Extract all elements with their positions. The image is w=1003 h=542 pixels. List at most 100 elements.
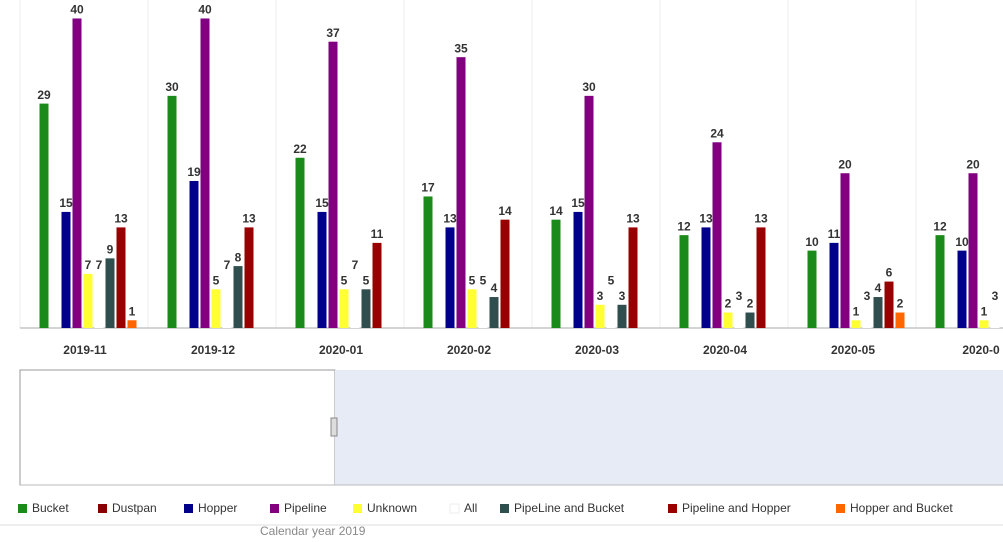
x-tick-label: 2020-02 (447, 343, 491, 357)
bar (233, 266, 243, 328)
legend-swatch[interactable] (98, 504, 107, 513)
data-label: 40 (198, 3, 212, 17)
bar (467, 289, 477, 328)
bar (990, 304, 1000, 328)
data-label: 13 (114, 212, 128, 226)
data-label: 10 (955, 235, 969, 249)
data-label: 14 (549, 204, 563, 218)
data-label: 22 (293, 142, 307, 156)
data-label: 20 (838, 157, 852, 171)
bar (884, 281, 894, 328)
data-label: 5 (363, 273, 370, 287)
data-label: 7 (96, 258, 103, 272)
bar (584, 95, 594, 328)
bar (807, 250, 817, 328)
legend-swatch[interactable] (836, 504, 845, 513)
data-label: 24 (710, 126, 724, 140)
bar (617, 304, 627, 328)
data-label: 13 (699, 212, 713, 226)
data-label: 30 (582, 80, 596, 94)
bar (606, 289, 616, 328)
legend-swatch[interactable] (500, 504, 509, 513)
data-label: 3 (864, 289, 871, 303)
data-label: 6 (886, 266, 893, 280)
bar (478, 289, 488, 328)
legend-swatch[interactable] (449, 503, 460, 514)
data-label: 5 (213, 273, 220, 287)
bar (211, 289, 221, 328)
bar (595, 304, 605, 328)
data-label: 20 (966, 157, 980, 171)
bar (189, 180, 199, 328)
navigator-handle[interactable] (330, 417, 338, 437)
bar (445, 227, 455, 328)
legend-swatch[interactable] (18, 504, 27, 513)
bar (895, 312, 905, 328)
data-label: 8 (235, 250, 242, 264)
data-label: 4 (875, 281, 882, 295)
bar (968, 173, 978, 328)
data-label: 3 (597, 289, 604, 303)
legend-label[interactable]: Pipeline and Hopper (682, 501, 791, 515)
legend-swatch[interactable] (353, 504, 362, 513)
bar (712, 142, 722, 328)
data-label: 30 (165, 80, 179, 94)
x-tick-label: 2019-11 (63, 343, 107, 357)
bar (167, 95, 177, 328)
bar (222, 273, 232, 328)
bar (94, 273, 104, 328)
bar (361, 289, 371, 328)
navigator-mask (335, 370, 1003, 485)
legend-label[interactable]: PipeLine and Bucket (514, 501, 625, 515)
x-tick-label: 2020-04 (703, 343, 747, 357)
bar (244, 227, 254, 328)
navigator-window[interactable] (19, 369, 336, 486)
data-label: 15 (571, 196, 585, 210)
data-label: 13 (242, 212, 256, 226)
data-label: 40 (70, 3, 84, 17)
x-tick-label: 2020-05 (831, 343, 875, 357)
footnote: Calendar year 2019 (260, 524, 366, 538)
legend-swatch[interactable] (184, 504, 193, 513)
bar (701, 227, 711, 328)
data-label: 10 (805, 235, 819, 249)
bar (979, 320, 989, 328)
bar (83, 273, 93, 328)
bar (500, 219, 510, 328)
bar (116, 227, 126, 328)
legend-label[interactable]: Hopper and Bucket (850, 501, 953, 515)
data-label: 17 (421, 181, 435, 195)
bar (350, 273, 360, 328)
legend-label[interactable]: Unknown (367, 501, 417, 515)
bar (628, 227, 638, 328)
legend-swatch[interactable] (668, 504, 677, 513)
legend-label[interactable]: All (464, 501, 477, 515)
data-label: 14 (498, 204, 512, 218)
bar (756, 227, 766, 328)
bar (551, 219, 561, 328)
bar (456, 57, 466, 329)
data-label: 3 (736, 289, 743, 303)
data-label: 13 (443, 212, 457, 226)
data-label: 3 (619, 289, 626, 303)
bar (61, 211, 71, 328)
bar (851, 320, 861, 328)
data-label: 35 (454, 41, 468, 55)
legend-label[interactable]: Pipeline (284, 501, 327, 515)
bar (935, 235, 945, 328)
bar (372, 242, 382, 328)
legend-swatch[interactable] (270, 504, 279, 513)
data-label: 12 (933, 219, 947, 233)
data-label: 13 (754, 212, 768, 226)
bar (723, 312, 733, 328)
data-label: 5 (608, 273, 615, 287)
data-label: 5 (341, 273, 348, 287)
data-label: 3 (992, 289, 999, 303)
legend-label[interactable]: Bucket (32, 501, 69, 515)
legend-label[interactable]: Dustpan (112, 501, 157, 515)
legend-label[interactable]: Hopper (198, 501, 237, 515)
bar (957, 250, 967, 328)
data-label: 4 (491, 281, 498, 295)
bar (200, 18, 210, 328)
